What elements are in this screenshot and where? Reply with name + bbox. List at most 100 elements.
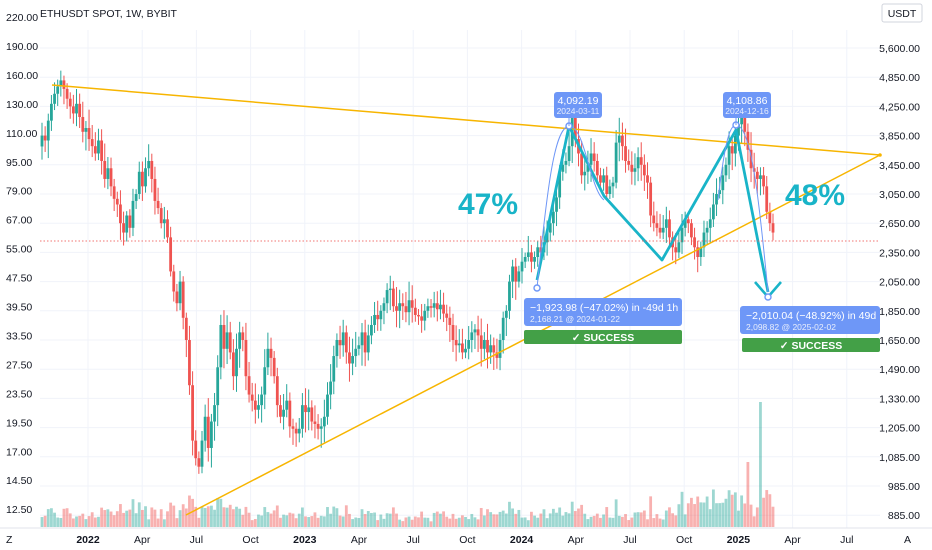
candle-body[interactable]: [661, 227, 665, 233]
candle-body[interactable]: [721, 175, 725, 191]
candle-body[interactable]: [639, 157, 643, 165]
zoom-label[interactable]: Z: [6, 534, 13, 546]
candle-body[interactable]: [768, 211, 772, 224]
candle-body[interactable]: [184, 317, 188, 340]
candle-body[interactable]: [533, 256, 536, 262]
candle-body[interactable]: [523, 256, 527, 262]
candle-body[interactable]: [495, 352, 499, 358]
pattern-drawing[interactable]: [533, 118, 782, 301]
candle-body[interactable]: [410, 300, 414, 308]
peak-callout-2[interactable]: 4,108.86 2024-12-16: [723, 92, 771, 118]
candle-body[interactable]: [162, 219, 166, 224]
candle-body[interactable]: [642, 164, 646, 176]
candle-body[interactable]: [181, 281, 185, 318]
candle-body[interactable]: [134, 194, 138, 201]
candle-body[interactable]: [351, 356, 354, 364]
candle-body[interactable]: [492, 345, 496, 353]
candle-body[interactable]: [206, 416, 210, 448]
candle-body[interactable]: [388, 288, 392, 291]
candle-body[interactable]: [112, 186, 116, 199]
candle-body[interactable]: [395, 306, 398, 311]
candle-body[interactable]: [338, 340, 342, 346]
candle-body[interactable]: [407, 300, 411, 313]
candle-body[interactable]: [53, 93, 56, 104]
candle-body[interactable]: [329, 381, 333, 395]
candle-body[interactable]: [147, 160, 151, 169]
candle-body[interactable]: [435, 303, 439, 310]
candle-body[interactable]: [366, 335, 370, 353]
candle-body[interactable]: [567, 146, 571, 161]
candle-body[interactable]: [260, 394, 264, 406]
candle-body[interactable]: [75, 103, 78, 114]
candle-body[interactable]: [194, 440, 198, 459]
candle-body[interactable]: [583, 171, 587, 176]
candle-body[interactable]: [573, 117, 577, 140]
candle-body[interactable]: [313, 421, 317, 424]
candle-body[interactable]: [711, 204, 715, 220]
candle-body[interactable]: [266, 348, 270, 368]
candle-body[interactable]: [231, 352, 235, 377]
candle-body[interactable]: [727, 146, 731, 165]
candle-body[interactable]: [448, 317, 452, 325]
candle-body[interactable]: [216, 367, 220, 406]
candle-body[interactable]: [188, 340, 191, 386]
candle-body[interactable]: [765, 186, 769, 212]
candle-body[interactable]: [658, 227, 662, 233]
candle-body[interactable]: [178, 281, 182, 304]
candle-body[interactable]: [526, 252, 530, 257]
candle-body[interactable]: [385, 290, 389, 304]
candle-body[interactable]: [131, 200, 135, 228]
candle-body[interactable]: [520, 261, 524, 272]
candle-body[interactable]: [445, 313, 449, 318]
candle-body[interactable]: [426, 306, 430, 311]
candle-body[interactable]: [275, 376, 279, 406]
candle-body[interactable]: [222, 324, 226, 349]
candle-body[interactable]: [279, 405, 282, 417]
candle-body[interactable]: [348, 352, 351, 364]
candle-body[interactable]: [740, 117, 744, 125]
candle-body[interactable]: [376, 314, 380, 320]
candle-body[interactable]: [611, 182, 615, 187]
anchor-point[interactable]: [764, 293, 772, 301]
candle-body[interactable]: [50, 103, 53, 121]
candle-body[interactable]: [429, 306, 433, 308]
candle-body[interactable]: [558, 171, 562, 198]
candle-body[interactable]: [759, 175, 762, 179]
candle-body[interactable]: [291, 426, 295, 429]
candle-body[interactable]: [119, 204, 122, 224]
m-pattern-line[interactable]: [535, 124, 770, 293]
candle-body[interactable]: [664, 219, 668, 228]
candle-body[interactable]: [630, 164, 634, 172]
candle-body[interactable]: [210, 421, 213, 448]
candle-body[interactable]: [464, 348, 467, 353]
candle-body[interactable]: [373, 314, 376, 325]
candle-body[interactable]: [762, 175, 765, 187]
candle-body[interactable]: [244, 340, 248, 377]
upper-trendline[interactable]: [51, 84, 881, 156]
candle-body[interactable]: [708, 219, 712, 228]
candle-body[interactable]: [617, 135, 621, 143]
candle-body[interactable]: [467, 340, 471, 349]
candle-body[interactable]: [724, 164, 728, 176]
candle-body[interactable]: [413, 307, 417, 315]
candle-body[interactable]: [482, 340, 486, 349]
candle-body[interactable]: [605, 175, 609, 194]
candle-body[interactable]: [551, 211, 555, 224]
candle-body[interactable]: [87, 128, 91, 140]
candle-body[interactable]: [282, 409, 285, 417]
candle-body[interactable]: [451, 324, 455, 340]
peak-callout-1[interactable]: 4,092.19 2024-03-11: [554, 92, 602, 118]
candle-body[interactable]: [508, 281, 511, 311]
candle-body[interactable]: [363, 332, 367, 353]
candle-body[interactable]: [404, 306, 408, 313]
candle-body[interactable]: [90, 139, 94, 147]
candle-body[interactable]: [203, 416, 207, 441]
candle-body[interactable]: [511, 266, 515, 282]
candle-body[interactable]: [322, 416, 326, 427]
drop-callout-2[interactable]: −2,010.04 (−48.92%) in 49d 2,098.82 @ 20…: [740, 306, 880, 352]
candle-body[interactable]: [614, 142, 618, 183]
candle-body[interactable]: [668, 219, 671, 238]
candle-body[interactable]: [382, 303, 386, 311]
candle-body[interactable]: [454, 340, 458, 346]
candle-body[interactable]: [71, 106, 75, 114]
